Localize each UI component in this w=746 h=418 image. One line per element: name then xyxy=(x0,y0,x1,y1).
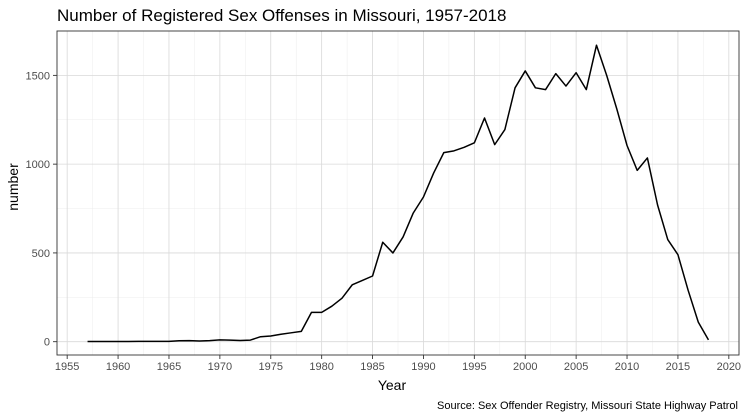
x-tick-label: 1960 xyxy=(106,361,130,373)
series-layer xyxy=(87,44,710,343)
x-tick-label: 1990 xyxy=(411,361,435,373)
x-tick-label: 2000 xyxy=(513,361,537,373)
y-axis: 0 500 1000 1500 xyxy=(26,70,57,349)
x-tick-label: 1975 xyxy=(259,361,283,373)
y-tick-label: 500 xyxy=(32,248,50,260)
x-tick-label: 2015 xyxy=(666,361,690,373)
x-tick-label: 1995 xyxy=(462,361,486,373)
plot-panel xyxy=(56,30,740,356)
x-tick-label: 2005 xyxy=(564,361,588,373)
x-tick-label: 1980 xyxy=(309,361,333,373)
x-tick-label: 1985 xyxy=(360,361,384,373)
chart-caption: Source: Sex Offender Registry, Missouri … xyxy=(437,400,738,412)
x-tick-label: 2010 xyxy=(615,361,639,373)
y-tick-label: 0 xyxy=(44,337,50,349)
series-line xyxy=(87,44,710,343)
x-tick-label: 1970 xyxy=(208,361,232,373)
x-tick-label: 2020 xyxy=(717,361,741,373)
grid xyxy=(57,31,739,355)
y-axis-title: number xyxy=(5,163,21,211)
x-axis-title: Year xyxy=(378,377,407,393)
y-tick-label: 1000 xyxy=(26,159,50,171)
y-tick-label: 1500 xyxy=(26,70,50,82)
x-tick-label: 1955 xyxy=(55,361,79,373)
x-tick-label: 1965 xyxy=(157,361,181,373)
x-axis: 1955 1960 1965 1970 1975 1980 1985 1990 1995 2000… xyxy=(55,355,741,373)
chart-title: Number of Registered Sex Offenses in Mis… xyxy=(57,6,506,25)
